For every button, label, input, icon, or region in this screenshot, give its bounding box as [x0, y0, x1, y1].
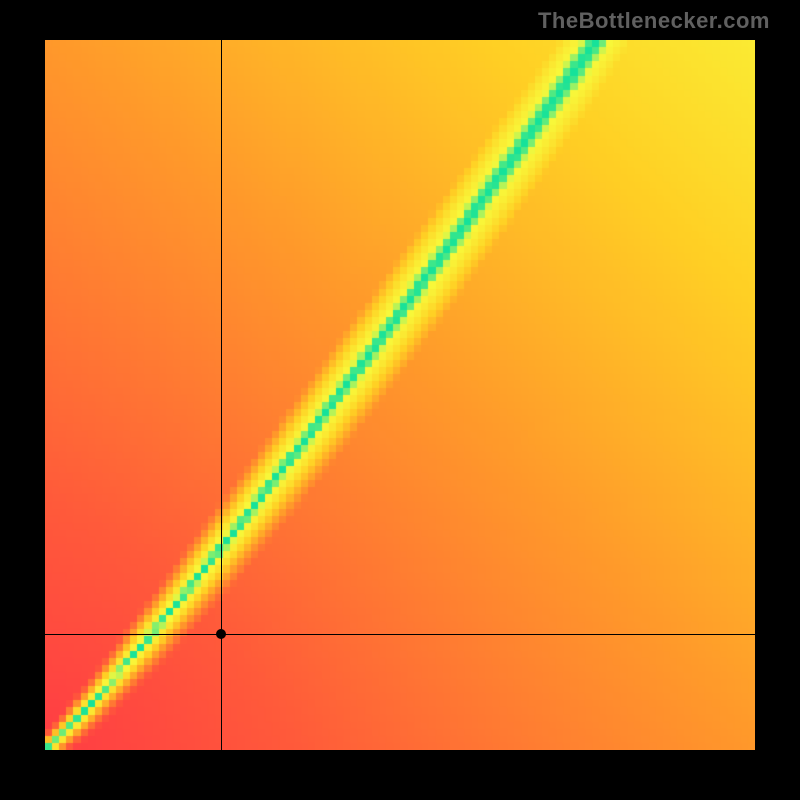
outer-frame: TheBottlenecker.com — [0, 0, 800, 800]
selected-point-marker — [216, 629, 226, 639]
heatmap-canvas — [45, 40, 755, 750]
watermark-text: TheBottlenecker.com — [538, 8, 770, 34]
bottleneck-heatmap — [45, 40, 755, 750]
